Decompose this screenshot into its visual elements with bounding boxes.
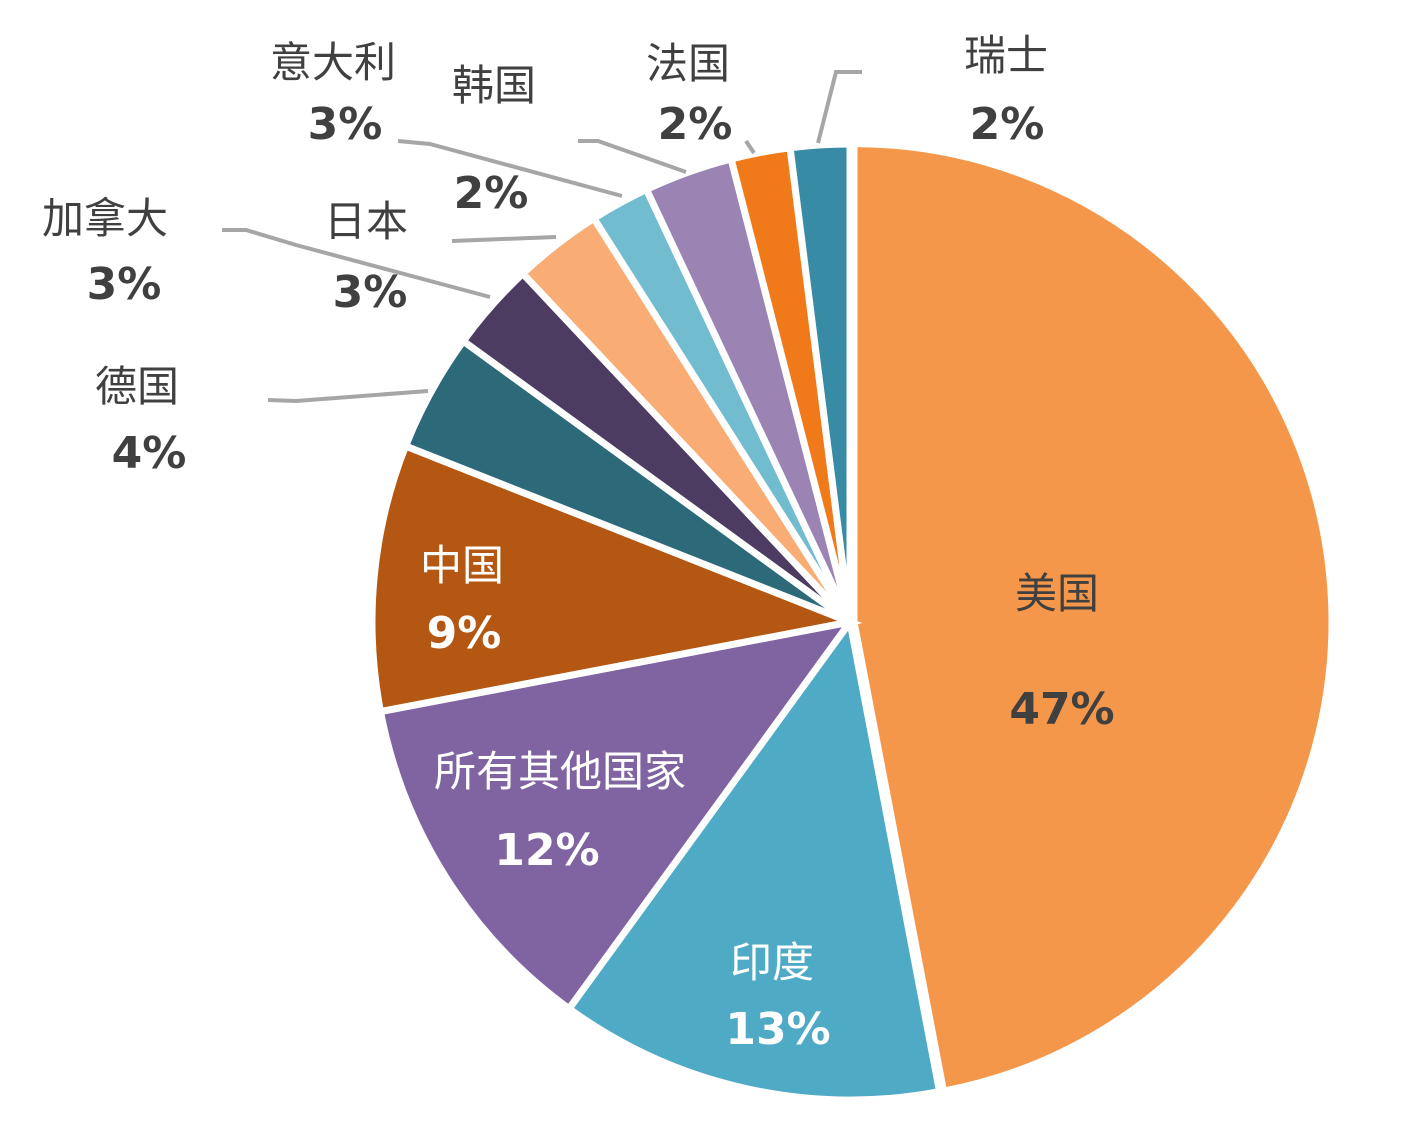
slice-name-label: 瑞士 bbox=[964, 31, 1048, 80]
slice-value-label: 3% bbox=[333, 267, 408, 318]
pie-slice-3 bbox=[368, 441, 863, 716]
pie-slice-0 bbox=[850, 140, 1336, 1096]
pie-slice-10 bbox=[786, 140, 854, 623]
slice-value-label: 2% bbox=[454, 168, 529, 219]
slice-name-label: 所有其他国家 bbox=[434, 747, 686, 796]
slice-name-label: 意大利 bbox=[270, 38, 396, 87]
slice-labels: 美国 47% 印度 13% 所有其他国家 12% 中国 9% 德国 4% 加拿大 3% 日本 3% 韩国 2%… bbox=[42, 31, 1115, 1055]
pie-slice-1 bbox=[564, 613, 944, 1104]
slice-name-label: 印度 bbox=[730, 938, 814, 987]
slice-value-label: 4% bbox=[112, 428, 187, 479]
slice-value-label: 9% bbox=[427, 608, 502, 659]
slice-name-label: 法国 bbox=[646, 39, 730, 88]
slice-name-label: 加拿大 bbox=[42, 194, 168, 243]
slice-value-label: 3% bbox=[87, 259, 162, 310]
leader-line-8 bbox=[578, 139, 687, 174]
leader-line-10 bbox=[816, 70, 862, 144]
pie-slice-2 bbox=[376, 616, 859, 1014]
leader-line-9 bbox=[744, 139, 756, 155]
slice-name-label: 中国 bbox=[420, 541, 504, 590]
slice-name-label: 韩国 bbox=[452, 61, 536, 110]
leader-lines bbox=[222, 70, 862, 404]
slice-value-label: 12% bbox=[494, 825, 599, 876]
slice-name-label: 美国 bbox=[1015, 569, 1099, 618]
leader-line-4 bbox=[267, 389, 429, 404]
leader-line-7 bbox=[397, 139, 623, 198]
pie-slices bbox=[368, 140, 1336, 1104]
leader-line-5 bbox=[222, 228, 491, 299]
slice-value-label: 2% bbox=[970, 99, 1045, 150]
slice-value-label: 2% bbox=[658, 99, 733, 150]
slice-value-label: 47% bbox=[1009, 684, 1114, 735]
slice-name-label: 德国 bbox=[95, 362, 179, 411]
leader-line-6 bbox=[451, 235, 557, 243]
slice-value-label: 3% bbox=[308, 99, 383, 150]
slice-name-label: 日本 bbox=[324, 197, 408, 246]
slice-value-label: 13% bbox=[725, 1004, 830, 1055]
